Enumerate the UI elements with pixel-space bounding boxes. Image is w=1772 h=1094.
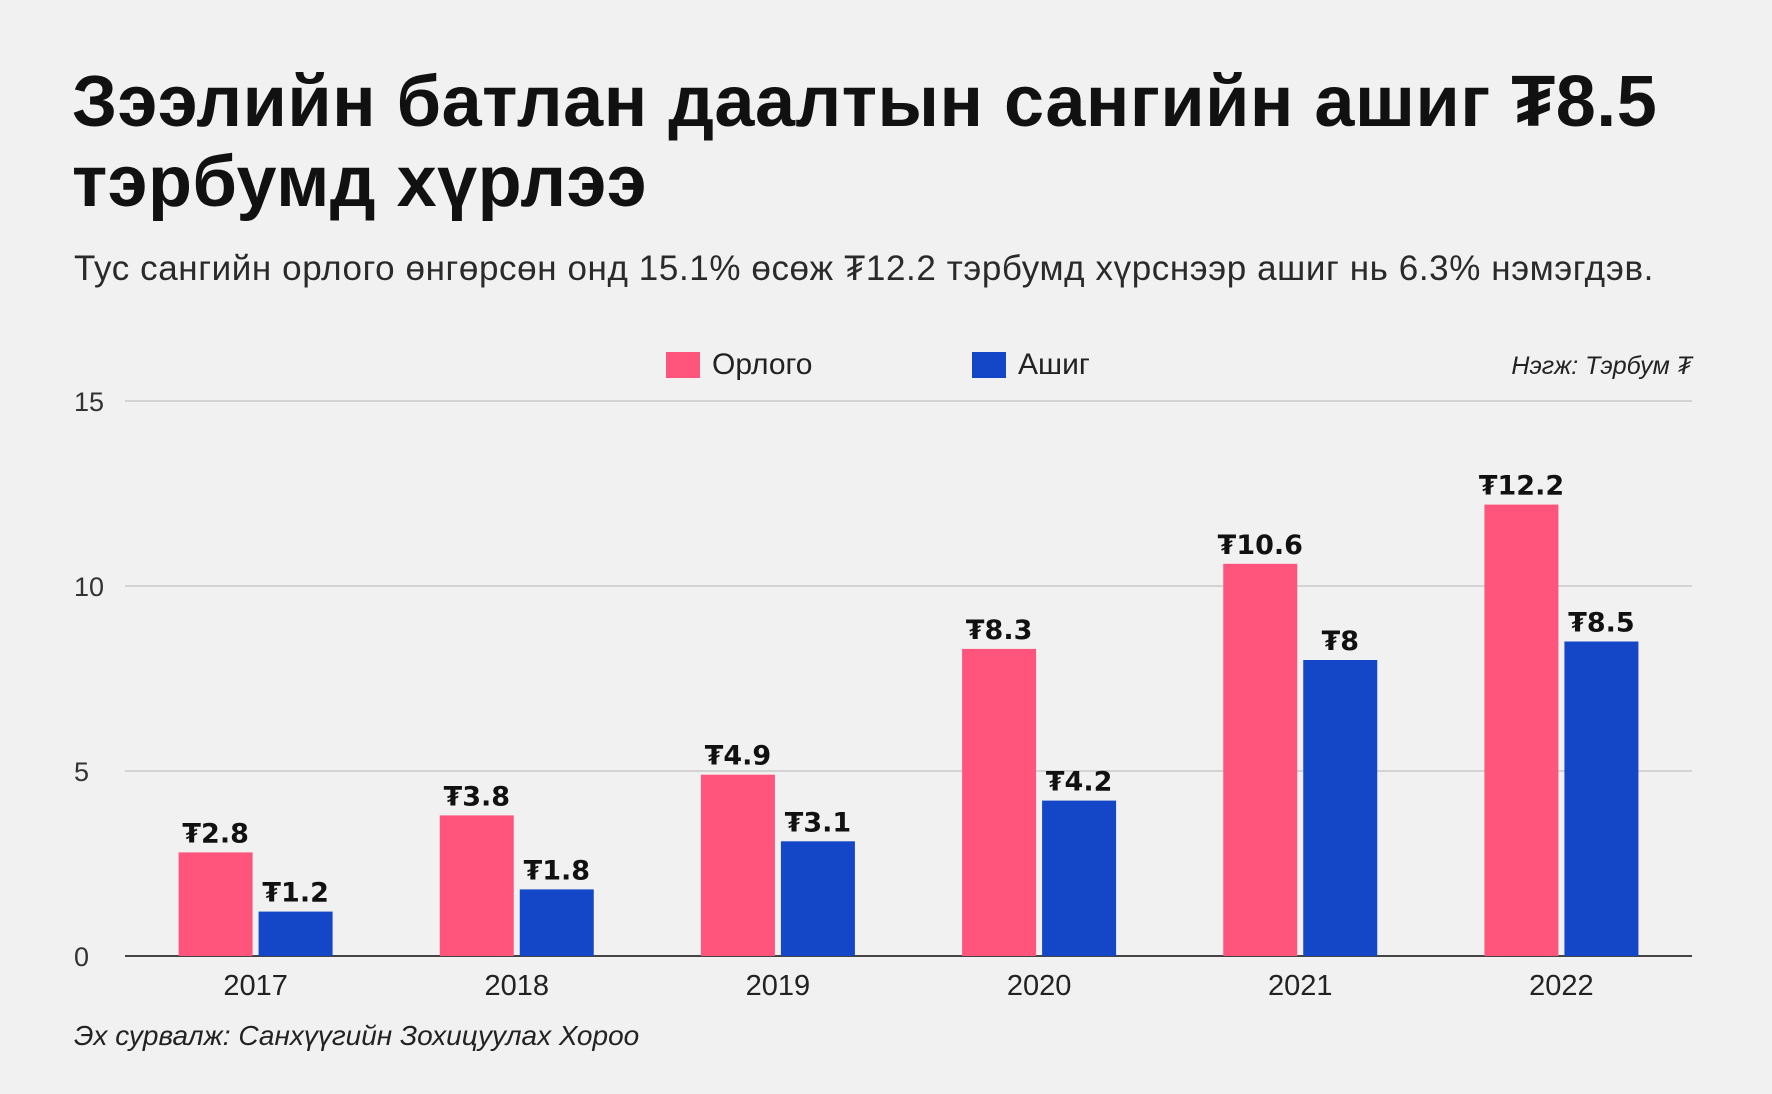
chart-title: Зээлийн батлан даалтын сангийн ашиг ₮8.5… — [72, 62, 1658, 222]
data-label-profit: ₮8 — [1321, 626, 1359, 657]
x-category-label: 2019 — [746, 970, 811, 1002]
legend-label-profit: Ашиг — [1018, 348, 1090, 381]
bar-revenue — [1223, 563, 1298, 956]
bar-revenue — [700, 774, 775, 956]
legend-swatch-revenue — [666, 352, 700, 378]
legend-swatch-profit — [972, 352, 1006, 378]
data-label-profit: ₮8.5 — [1568, 608, 1635, 639]
x-category-label: 2017 — [223, 970, 288, 1002]
chart-subtitle: Тус сангийн орлого өнгөрсөн онд 15.1% өс… — [74, 249, 1654, 288]
data-label-profit: ₮3.1 — [785, 807, 852, 838]
bar-revenue — [962, 648, 1037, 956]
data-label-revenue: ₮4.9 — [705, 741, 772, 772]
source-note: Эх сурвалж: Санхүүгийн Зохицуулах Хороо — [74, 1020, 640, 1051]
bar-profit — [519, 889, 594, 956]
data-label-revenue: ₮2.8 — [182, 818, 249, 849]
data-label-profit: ₮1.8 — [523, 855, 590, 886]
x-category-label: 2022 — [1529, 970, 1594, 1002]
unit-note: Нэгж: Тэрбум ₮ — [1511, 352, 1692, 380]
bar-revenue — [178, 852, 253, 956]
data-label-profit: ₮4.2 — [1046, 767, 1113, 798]
bar-profit — [1042, 800, 1117, 956]
y-tick-label: 0 — [74, 942, 89, 972]
bar-profit — [1303, 660, 1378, 956]
bar-revenue — [439, 815, 514, 956]
bar-profit — [1564, 641, 1639, 956]
legend-label-revenue: Орлого — [712, 348, 813, 381]
y-tick-label: 10 — [74, 572, 104, 602]
legend: Орлого Ашиг — [0, 345, 1772, 385]
bar-profit — [258, 911, 333, 956]
data-label-revenue: ₮8.3 — [966, 615, 1033, 646]
bar-profit — [780, 841, 855, 956]
x-category-label: 2018 — [484, 970, 549, 1002]
legend-item-profit: Ашиг — [972, 345, 1090, 385]
data-label-revenue: ₮3.8 — [443, 781, 510, 812]
data-label-profit: ₮1.2 — [262, 878, 329, 909]
legend-item-revenue: Орлого — [666, 345, 813, 385]
y-tick-label: 5 — [74, 757, 89, 787]
x-category-label: 2020 — [1007, 970, 1072, 1002]
x-category-label: 2021 — [1268, 970, 1333, 1002]
data-label-revenue: ₮10.6 — [1218, 530, 1303, 561]
bar-revenue — [1484, 504, 1559, 956]
y-tick-label: 15 — [74, 387, 104, 417]
data-label-revenue: ₮12.2 — [1479, 471, 1564, 502]
